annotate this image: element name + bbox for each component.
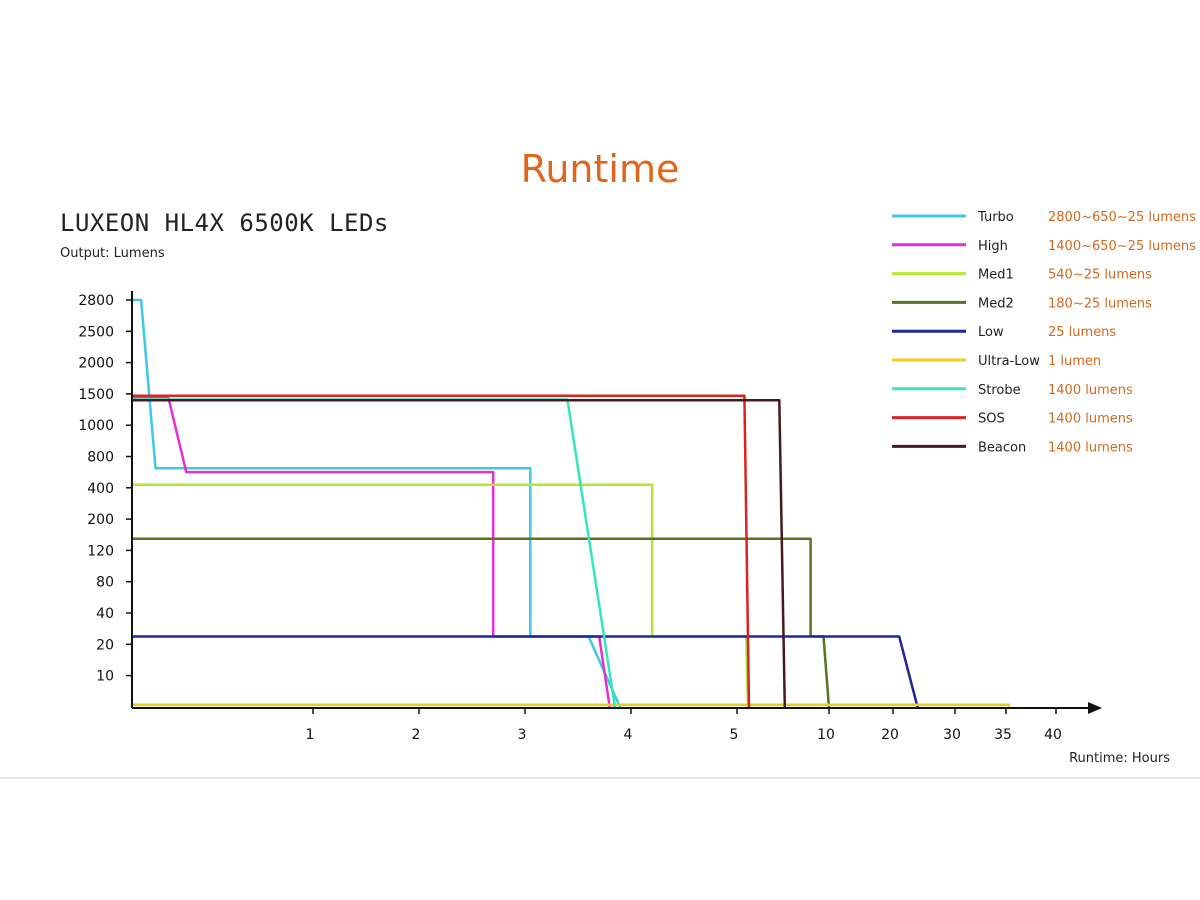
legend-description: 540~25 lumens — [1048, 268, 1152, 283]
legend-description: 1400 lumens — [1048, 440, 1133, 455]
x-tick-label: 3 — [518, 727, 527, 743]
legend-name: Med1 — [978, 268, 1014, 283]
x-tick-label: 30 — [943, 727, 961, 743]
x-tick-label: 2 — [412, 727, 421, 743]
legend: Turbo 2800~650~25 lumens High 1400~650~25 l… — [892, 210, 1196, 455]
legend-description: 25 lumens — [1048, 325, 1116, 340]
legend-description: 1400~650~25 lumens — [1048, 239, 1196, 254]
series-line-ultra-low — [132, 703, 1011, 708]
y-ticks: 2800 2500 2000 1500 1000 800 400 200 120 80 40 20 10 — [78, 293, 132, 685]
series-line-strobe — [132, 398, 617, 709]
series-line-beacon — [132, 398, 787, 709]
x-axis-label: Runtime: Hours — [1069, 751, 1170, 766]
series-line-sos — [132, 394, 751, 709]
y-tick-label: 2500 — [78, 324, 114, 340]
y-tick-label: 120 — [87, 543, 114, 559]
y-tick-label: 1000 — [78, 418, 114, 434]
chart-subtitle: LUXEON HL4X 6500K LEDs — [60, 209, 389, 237]
x-tick-label: 1 — [306, 727, 315, 743]
legend-name: Strobe — [978, 383, 1021, 398]
chart-title: Runtime — [521, 147, 680, 191]
series-line-high — [132, 395, 612, 709]
legend-description: 1400 lumens — [1048, 412, 1133, 427]
series-line-low — [132, 635, 920, 709]
legend-description: 180~25 lumens — [1048, 296, 1152, 311]
legend-name: High — [978, 239, 1008, 254]
x-tick-label: 10 — [817, 727, 835, 743]
y-tick-label: 800 — [87, 450, 114, 466]
legend-name: Med2 — [978, 296, 1014, 311]
y-tick-label: 40 — [96, 606, 114, 622]
x-tick-label: 5 — [730, 727, 739, 743]
series-line-med2 — [132, 537, 831, 709]
legend-description: 1400 lumens — [1048, 383, 1133, 398]
series-line-turbo — [132, 298, 622, 709]
series-layer — [132, 298, 1011, 709]
legend-description: 1 lumen — [1048, 354, 1101, 369]
y-tick-label: 10 — [96, 669, 114, 685]
y-axis-label: Output: Lumens — [60, 246, 165, 261]
y-tick-label: 2000 — [78, 356, 114, 372]
x-tick-label: 35 — [994, 727, 1012, 743]
legend-name: SOS — [978, 412, 1005, 427]
y-tick-label: 200 — [87, 512, 114, 528]
legend-description: 2800~650~25 lumens — [1048, 210, 1196, 225]
x-tick-label: 40 — [1044, 727, 1062, 743]
legend-name: Beacon — [978, 440, 1026, 455]
y-tick-label: 2800 — [78, 293, 114, 309]
x-tick-label: 20 — [881, 727, 899, 743]
y-tick-label: 400 — [87, 481, 114, 497]
x-tick-label: 4 — [624, 727, 633, 743]
y-tick-label: 80 — [96, 575, 114, 591]
x-axis-arrowhead — [1088, 702, 1102, 714]
legend-name: Ultra-Low — [978, 354, 1040, 369]
y-tick-label: 20 — [96, 637, 114, 653]
legend-name: Low — [978, 325, 1004, 340]
legend-name: Turbo — [977, 210, 1014, 225]
x-ticks: 1 2 3 4 5 10 20 30 35 40 — [306, 708, 1062, 743]
y-tick-label: 1500 — [78, 387, 114, 403]
series-line-med1 — [132, 483, 750, 709]
